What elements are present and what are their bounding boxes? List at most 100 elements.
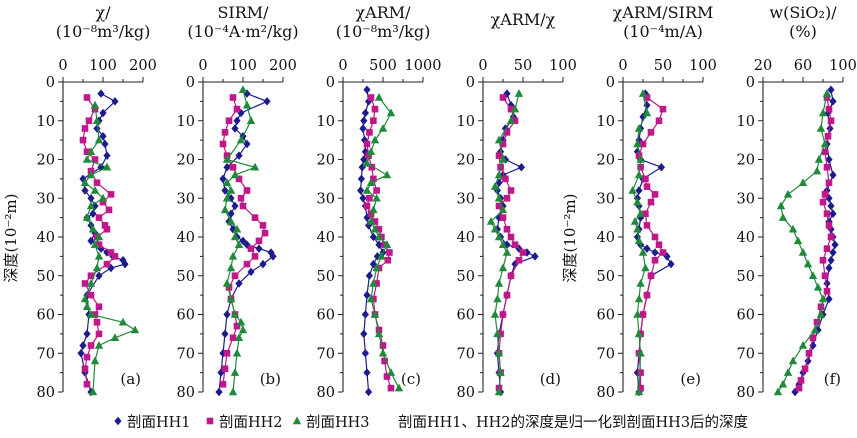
x-tick-label: 0: [338, 58, 347, 74]
data-point: [384, 256, 392, 264]
data-point: [219, 380, 227, 388]
y-tick-label: 40: [737, 230, 755, 246]
data-point: [818, 294, 828, 303]
data-point: [375, 240, 383, 249]
chart-panel-c: χARM/(10⁻⁸m³/kg) 0 500 1000 0 10 20 30 40 50 60 70 8…: [317, 3, 442, 401]
data-point: [259, 259, 267, 269]
y-tick-label: 20: [737, 153, 755, 169]
data-point: [372, 193, 381, 202]
data-point: [90, 186, 100, 194]
data-point: [825, 155, 833, 164]
data-point: [95, 214, 103, 221]
data-point: [107, 191, 115, 198]
data-point: [370, 135, 380, 144]
panel-title: χARM/SIRM: [613, 3, 714, 22]
data-point: [223, 310, 231, 319]
data-point: [219, 140, 227, 148]
figure-note: 剖面HH1、HH2的深度是归一化到剖面HH3后的深度: [398, 414, 748, 431]
data-point: [651, 233, 659, 241]
data-point: [827, 233, 835, 241]
data-point: [221, 329, 229, 339]
data-point: [371, 218, 379, 225]
data-point: [778, 379, 788, 388]
data-point: [633, 197, 642, 206]
y-tick-label: 10: [177, 114, 195, 130]
data-point: [81, 186, 89, 195]
data-point: [226, 217, 236, 225]
data-point: [823, 163, 831, 171]
data-point: [633, 232, 641, 242]
data-point: [825, 217, 833, 226]
data-point: [103, 260, 111, 268]
y-tick-label: 60: [737, 308, 755, 324]
data-point: [98, 193, 108, 202]
data-point: [363, 202, 371, 210]
data-point: [361, 349, 369, 358]
data-point: [94, 341, 104, 349]
data-point: [827, 117, 835, 125]
data-point: [103, 225, 111, 233]
x-tick-label: 50: [654, 58, 672, 74]
x-tick-label: 0: [198, 58, 207, 74]
data-point: [805, 349, 813, 357]
data-point: [810, 325, 820, 334]
y-tick-label: 0: [466, 75, 475, 91]
data-point: [111, 253, 119, 260]
y-tick-label: 10: [457, 114, 475, 130]
data-point: [263, 97, 271, 106]
data-point: [379, 342, 387, 349]
data-point: [386, 249, 393, 256]
data-point: [373, 252, 381, 261]
data-point: [365, 387, 373, 397]
data-point: [357, 174, 365, 184]
panel-title: χARM/χ: [491, 10, 556, 29]
y-tick-label: 80: [37, 385, 55, 401]
data-point: [105, 206, 113, 214]
data-point: [221, 365, 229, 373]
y-tick-label: 20: [317, 153, 335, 169]
data-point: [251, 214, 259, 221]
data-point: [251, 253, 259, 260]
data-point: [227, 194, 235, 203]
data-point: [102, 162, 112, 171]
data-point: [827, 85, 835, 94]
data-point: [359, 194, 367, 203]
y-tick-label: 50: [37, 269, 55, 285]
data-point: [358, 163, 366, 172]
data-point: [636, 209, 645, 217]
data-point: [226, 294, 236, 303]
data-point: [86, 279, 96, 287]
panel-title: χ/: [95, 3, 111, 22]
y-tick-label: 20: [597, 153, 615, 169]
data-point: [233, 116, 241, 125]
data-point: [798, 178, 808, 186]
data-point: [95, 330, 103, 338]
y-tick-label: 10: [597, 114, 615, 130]
y-tick-label: 80: [737, 385, 755, 401]
y-tick-label: 30: [37, 191, 55, 207]
data-point: [230, 170, 240, 179]
data-point: [494, 348, 504, 357]
data-point: [231, 124, 239, 133]
data-point: [221, 186, 229, 195]
data-point: [659, 105, 667, 113]
data-point: [366, 217, 376, 225]
data-point: [507, 187, 515, 194]
data-point: [237, 194, 245, 202]
data-point: [486, 217, 496, 225]
data-point: [655, 241, 663, 249]
data-point: [110, 333, 120, 341]
data-point: [637, 369, 644, 376]
data-point: [215, 387, 223, 397]
data-point: [88, 387, 98, 396]
data-point: [778, 213, 788, 221]
x-tick-label: 100: [689, 58, 717, 74]
x-tick-label: 0: [58, 58, 67, 74]
series-剖面HH3: [220, 85, 260, 396]
data-point: [635, 186, 643, 195]
data-point: [227, 209, 235, 218]
y-tick-label: 60: [37, 308, 55, 324]
data-point: [367, 94, 375, 101]
data-point: [823, 245, 831, 252]
data-point: [97, 163, 105, 172]
